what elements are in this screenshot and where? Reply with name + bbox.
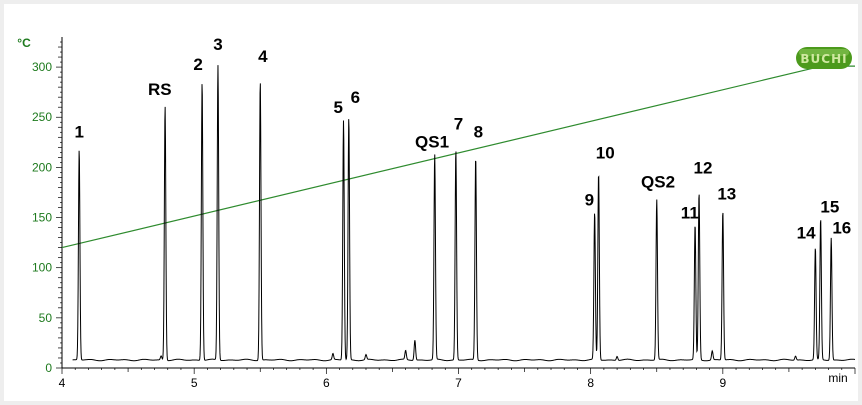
peak-label-14: 14 bbox=[797, 224, 816, 243]
y-tick-label: 200 bbox=[32, 160, 52, 174]
temperature-program-line bbox=[61, 65, 855, 249]
x-tick-label: 6 bbox=[323, 376, 330, 390]
chart-panel: 0 50 100 150 200 250 300 4 5 6 7 8 9 min °C 1 RS 2 3 4 5 6 QS1… bbox=[4, 4, 858, 401]
x-axis-unit-label: min bbox=[828, 371, 847, 385]
peak-label-4: 4 bbox=[258, 47, 268, 66]
peak-label-1: 1 bbox=[74, 122, 83, 141]
x-tick-label: 4 bbox=[59, 376, 66, 390]
y-axis-unit-label: °C bbox=[17, 36, 31, 50]
peak-label-RS: RS bbox=[148, 80, 172, 99]
x-tick-label: 5 bbox=[191, 376, 198, 390]
y-tick-label: 250 bbox=[32, 110, 52, 124]
peak-label-10: 10 bbox=[596, 143, 615, 162]
peak-label-16: 16 bbox=[832, 219, 851, 238]
y-tick-label: 0 bbox=[45, 361, 52, 375]
peak-label-QS2: QS2 bbox=[641, 172, 675, 191]
buchi-logo-shine bbox=[799, 49, 849, 56]
peak-label-11: 11 bbox=[681, 204, 699, 223]
chromatogram-trace bbox=[72, 65, 856, 362]
peak-label-15: 15 bbox=[820, 198, 839, 217]
peak-label-6: 6 bbox=[351, 88, 360, 107]
peak-label-2: 2 bbox=[193, 55, 202, 74]
peak-label-7: 7 bbox=[454, 114, 463, 133]
peak-label-3: 3 bbox=[213, 35, 222, 54]
y-tick-label: 300 bbox=[32, 60, 52, 74]
y-tick-label: 150 bbox=[32, 211, 52, 225]
peak-label-5: 5 bbox=[333, 98, 342, 117]
peak-label-QS1: QS1 bbox=[415, 132, 449, 151]
peak-label-13: 13 bbox=[717, 184, 736, 203]
peak-label-12: 12 bbox=[694, 158, 713, 177]
peak-label-9: 9 bbox=[585, 191, 594, 210]
x-tick-label: 7 bbox=[455, 376, 462, 390]
buchi-logo: BUCHI bbox=[796, 47, 852, 69]
y-tick-label: 50 bbox=[39, 311, 53, 325]
x-tick-label: 8 bbox=[587, 376, 594, 390]
buchi-logo-text: BUCHI bbox=[800, 52, 847, 66]
x-tick-label: 9 bbox=[719, 376, 726, 390]
peak-label-8: 8 bbox=[474, 122, 483, 141]
y-tick-label: 100 bbox=[32, 261, 52, 275]
